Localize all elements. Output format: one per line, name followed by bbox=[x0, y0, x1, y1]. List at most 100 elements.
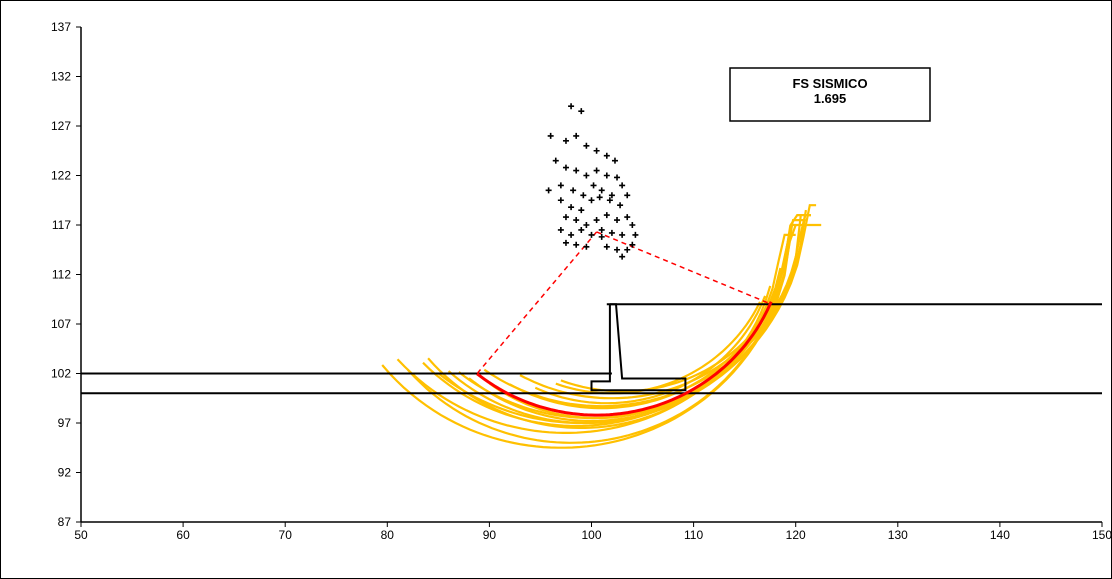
center-point-15 bbox=[603, 172, 610, 179]
center-point-42 bbox=[578, 226, 585, 233]
x-tick-label-130: 130 bbox=[888, 528, 908, 542]
y-tick-label-97: 97 bbox=[58, 416, 72, 430]
center-point-16 bbox=[614, 174, 621, 181]
center-point-37 bbox=[603, 212, 610, 219]
center-point-12 bbox=[573, 167, 580, 174]
center-point-28 bbox=[578, 207, 585, 214]
center-point-50 bbox=[573, 241, 580, 248]
fs-box: FS SISMICO 1.695 bbox=[729, 67, 931, 122]
center-point-23 bbox=[619, 182, 626, 189]
x-tick-label-80: 80 bbox=[381, 528, 395, 542]
y-tick-label-127: 127 bbox=[51, 119, 71, 133]
center-point-35 bbox=[583, 222, 590, 228]
fs-box-border bbox=[729, 67, 931, 122]
trial-surface-10 bbox=[396, 214, 811, 434]
center-point-3 bbox=[547, 132, 554, 139]
center-point-24 bbox=[624, 192, 631, 199]
center-point-51 bbox=[583, 243, 590, 250]
center-point-32 bbox=[617, 202, 624, 209]
trial-surface-8 bbox=[534, 295, 767, 405]
center-point-20 bbox=[590, 182, 597, 189]
center-point-17 bbox=[557, 182, 564, 189]
x-tick-label-50: 50 bbox=[74, 528, 88, 542]
x-tick-label-120: 120 bbox=[786, 528, 806, 542]
trial-centers bbox=[545, 103, 639, 260]
ground-profile bbox=[81, 303, 1102, 395]
y-tick-label-92: 92 bbox=[58, 466, 72, 480]
y-tick-label-117: 117 bbox=[52, 218, 71, 232]
center-point-57 bbox=[619, 253, 626, 260]
x-tick-label-110: 110 bbox=[684, 528, 703, 542]
center-point-34 bbox=[573, 217, 580, 224]
y-tick-label-122: 122 bbox=[51, 169, 71, 183]
center-point-8 bbox=[603, 152, 610, 159]
center-point-38 bbox=[614, 217, 621, 224]
radius-line-entry bbox=[476, 231, 598, 374]
center-point-14 bbox=[593, 167, 600, 174]
center-point-43 bbox=[588, 231, 595, 238]
trial-surfaces bbox=[381, 204, 822, 449]
center-point-46 bbox=[619, 231, 626, 238]
center-point-25 bbox=[545, 187, 552, 194]
center-point-33 bbox=[562, 214, 569, 221]
fs-box-label: FS SISMICO bbox=[792, 76, 867, 91]
center-point-19 bbox=[580, 192, 587, 199]
center-point-6 bbox=[583, 142, 590, 149]
fs-box-value: 1.695 bbox=[814, 91, 847, 106]
center-point-7 bbox=[593, 147, 600, 154]
trial-surface-15 bbox=[437, 204, 817, 425]
radius-line-exit bbox=[596, 231, 772, 305]
center-point-53 bbox=[614, 246, 621, 253]
trial-surface-1 bbox=[381, 223, 822, 449]
center-point-49 bbox=[562, 239, 569, 246]
center-point-40 bbox=[557, 226, 564, 233]
x-tick-label-60: 60 bbox=[176, 528, 190, 542]
y-tick-label-102: 102 bbox=[51, 367, 71, 381]
center-point-2 bbox=[578, 108, 585, 115]
x-tick-label-70: 70 bbox=[279, 528, 293, 542]
center-point-18 bbox=[570, 187, 577, 194]
y-tick-label-132: 132 bbox=[51, 70, 71, 84]
y-tick-label-107: 107 bbox=[51, 317, 71, 331]
y-tick-label-87: 87 bbox=[58, 515, 72, 529]
x-tick-label-150: 150 bbox=[1092, 528, 1111, 542]
x-tick-label-140: 140 bbox=[990, 528, 1010, 542]
center-point-22 bbox=[608, 192, 615, 199]
center-point-44 bbox=[598, 233, 605, 240]
center-point-26 bbox=[557, 197, 564, 204]
axes: 87 92 97 102 107 112 117 122 127 132 137 50 60 70 80 90… bbox=[51, 20, 1111, 542]
trial-surface-13 bbox=[483, 209, 807, 408]
trial-surface-9 bbox=[555, 301, 761, 395]
center-point-54 bbox=[624, 246, 631, 253]
center-point-10 bbox=[552, 157, 559, 164]
center-point-27 bbox=[568, 204, 575, 211]
center-point-55 bbox=[629, 241, 636, 248]
center-point-30 bbox=[596, 194, 603, 201]
center-point-47 bbox=[629, 222, 636, 228]
center-point-9 bbox=[611, 157, 618, 164]
center-point-39 bbox=[624, 214, 631, 221]
y-tick-label-137: 137 bbox=[51, 20, 71, 34]
center-point-4 bbox=[562, 137, 569, 144]
center-point-45 bbox=[608, 229, 615, 236]
center-point-31 bbox=[606, 197, 613, 204]
critical-slip-surface bbox=[476, 301, 773, 417]
x-tick-label-100: 100 bbox=[581, 528, 601, 542]
center-point-29 bbox=[588, 197, 595, 204]
y-tick-label-112: 112 bbox=[52, 268, 71, 282]
critical-surface bbox=[476, 301, 773, 417]
critical-radius-lines bbox=[476, 231, 772, 374]
center-point-56 bbox=[598, 226, 605, 233]
center-point-11 bbox=[562, 164, 569, 171]
center-point-1 bbox=[568, 103, 575, 110]
center-point-21 bbox=[598, 187, 605, 194]
center-point-36 bbox=[593, 217, 600, 224]
center-point-48 bbox=[632, 231, 639, 238]
x-tick-label-90: 90 bbox=[483, 528, 497, 542]
center-point-5 bbox=[573, 132, 580, 139]
trial-surface-2 bbox=[406, 233, 796, 444]
retaining-wall bbox=[590, 303, 687, 392]
center-point-13 bbox=[583, 172, 590, 179]
